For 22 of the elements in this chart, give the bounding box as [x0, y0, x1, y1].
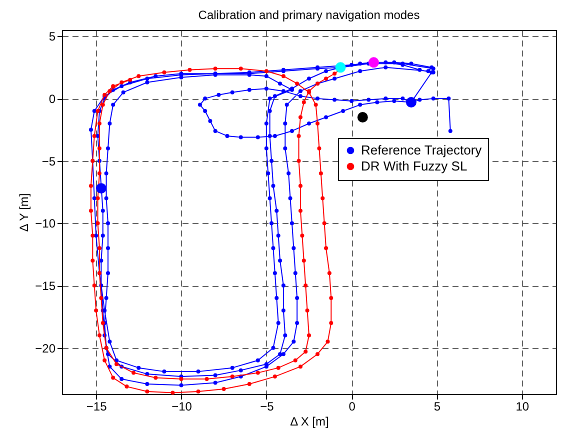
y-tick-label: −20 — [35, 341, 56, 356]
x-tick-label: −5 — [260, 400, 274, 414]
legend-label: DR With Fuzzy SL — [361, 158, 468, 174]
x-axis-title: Δ X [m] — [290, 414, 329, 428]
y-tick-label: −15 — [35, 279, 56, 294]
point — [357, 112, 368, 122]
x-tick-label: −15 — [86, 400, 108, 414]
y-tick-label: −10 — [35, 216, 56, 231]
point — [406, 97, 416, 108]
chart-title: Calibration and primary navigation modes — [198, 8, 420, 22]
y-tick-label: 0 — [48, 92, 56, 106]
point — [368, 57, 379, 68]
legend-label: Reference Trajectory — [361, 142, 482, 158]
x-tick-label: −10 — [172, 400, 192, 414]
point — [96, 183, 106, 194]
x-tick-label: 5 — [434, 400, 441, 414]
y-tick-label: −5 — [42, 154, 56, 168]
y-axis-title: Δ Y [m] — [17, 193, 32, 232]
y-tick-label: 5 — [48, 30, 56, 44]
x-tick-label: 10 — [516, 400, 530, 414]
point — [335, 62, 346, 73]
x-tick-label: 0 — [348, 400, 356, 414]
